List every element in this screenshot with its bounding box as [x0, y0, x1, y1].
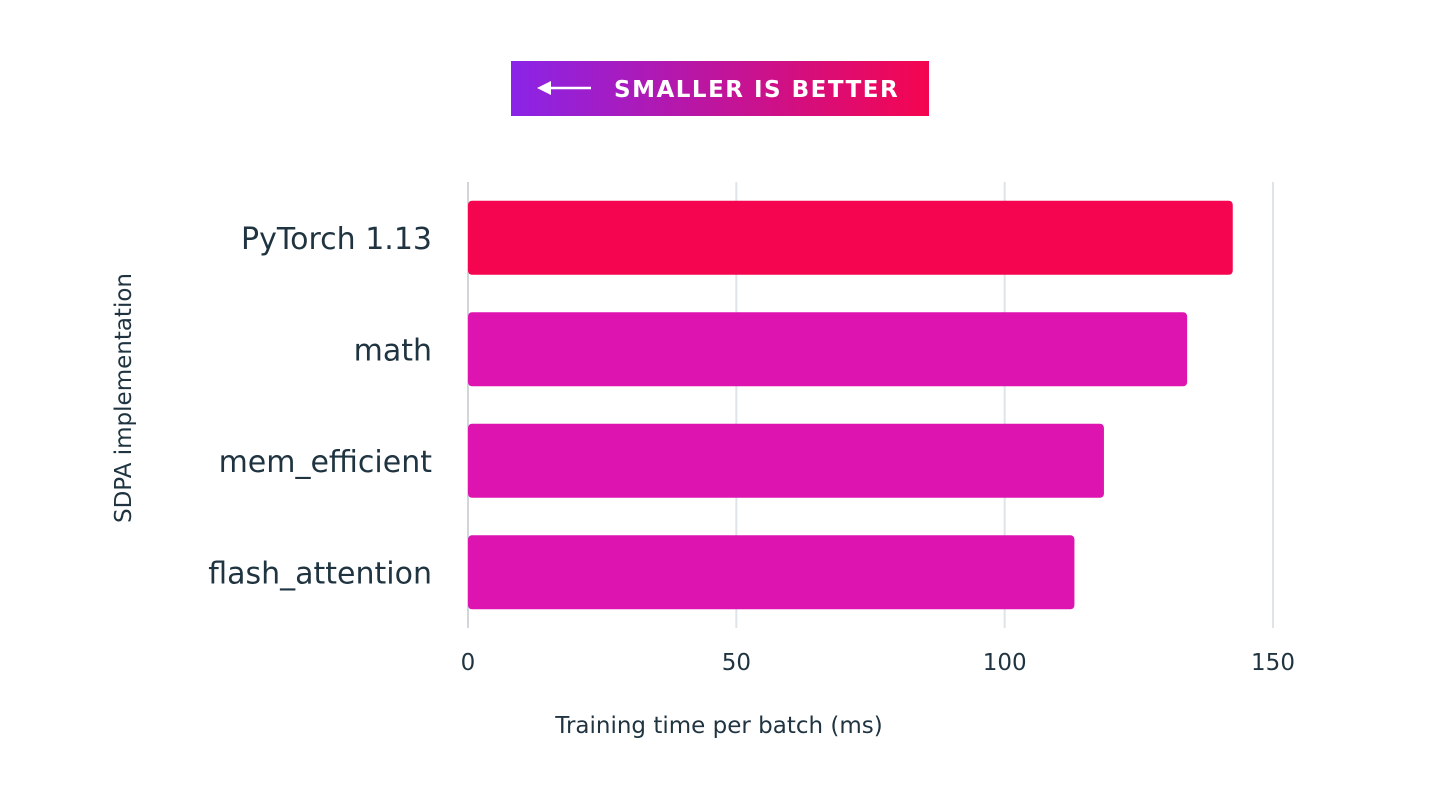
- category-label: PyTorch 1.13: [241, 222, 432, 257]
- arrow-left-icon: [537, 81, 591, 95]
- banner-text: SMALLER IS BETTER: [614, 77, 899, 103]
- category-label: mem_efficient: [219, 445, 433, 480]
- x-tick-label: 0: [461, 650, 476, 676]
- bar-pytorch-1-13: [468, 200, 1233, 275]
- x-tick-label: 150: [1251, 650, 1295, 676]
- x-tick-labels: 0 50 100 150: [461, 650, 1295, 676]
- x-tick-label: 50: [722, 650, 751, 676]
- bar-math: [468, 312, 1188, 387]
- x-tick-label: 100: [983, 650, 1027, 676]
- better-banner: SMALLER IS BETTER: [511, 61, 929, 116]
- bar-mem-efficient: [468, 423, 1104, 498]
- y-axis-label: SDPA implementation: [111, 273, 137, 523]
- x-axis-label: Training time per batch (ms): [554, 713, 882, 739]
- bars: [468, 200, 1233, 610]
- category-label: math: [354, 333, 432, 368]
- category-label: flash_attention: [208, 556, 432, 591]
- bar-flash-attention: [468, 535, 1075, 610]
- category-labels: PyTorch 1.13 math mem_efficient flash_atten…: [208, 222, 432, 592]
